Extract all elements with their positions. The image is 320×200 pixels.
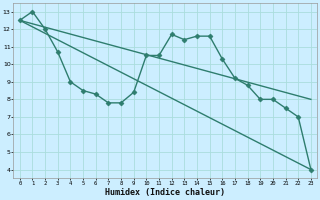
X-axis label: Humidex (Indice chaleur): Humidex (Indice chaleur) <box>105 188 225 197</box>
